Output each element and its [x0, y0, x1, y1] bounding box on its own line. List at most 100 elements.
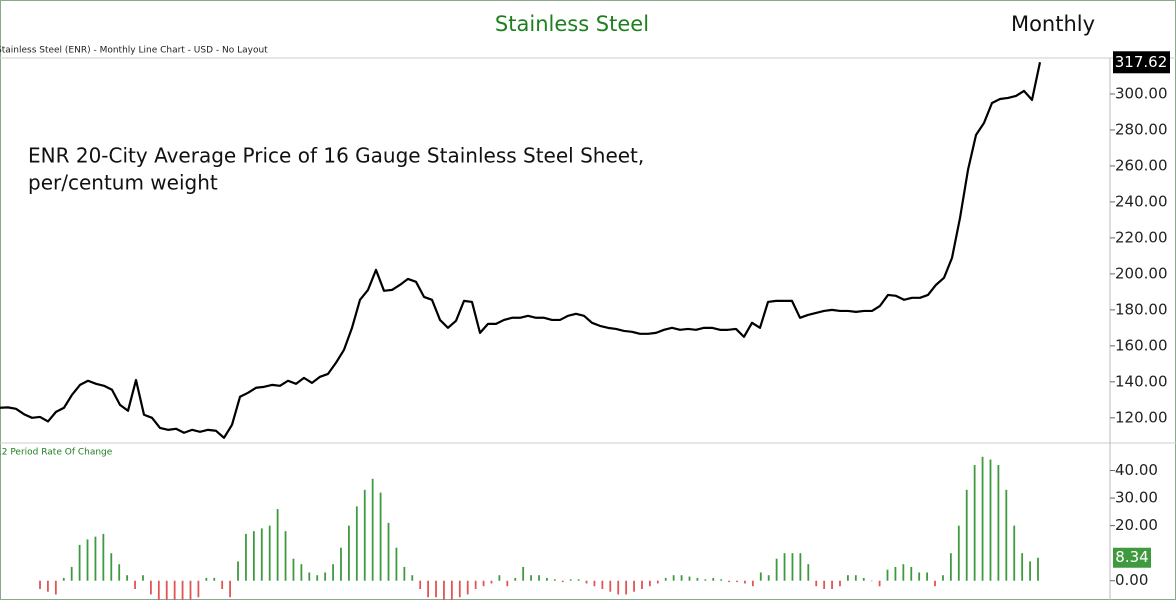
roc-bar: [340, 547, 342, 581]
roc-bar: [70, 566, 73, 581]
roc-bar: [1037, 557, 1039, 581]
roc-bar: [102, 533, 105, 581]
roc-bar: [949, 553, 952, 581]
roc-bar: [815, 580, 818, 587]
roc-bar: [221, 580, 224, 589]
roc-bar: [934, 580, 936, 587]
period-label: Monthly: [1011, 12, 1095, 36]
roc-bar: [94, 536, 97, 581]
last-value-label: 317.62: [1115, 53, 1168, 71]
roc-bar: [142, 575, 144, 581]
roc-bar: [62, 577, 65, 581]
roc-bar: [363, 489, 366, 581]
roc-bar: [981, 456, 984, 581]
roc-bar: [609, 580, 612, 592]
roc-bar: [474, 580, 477, 589]
roc-bar: [522, 566, 525, 581]
roc-bar: [997, 465, 1000, 581]
y-tick-label: 30.00: [1115, 489, 1158, 507]
roc-bar: [696, 577, 699, 581]
roc-bar: [617, 580, 620, 595]
roc-bar: [847, 575, 849, 581]
roc-bar: [1005, 489, 1008, 581]
roc-bar: [870, 580, 873, 582]
roc-bar: [466, 580, 469, 595]
roc-bar: [783, 553, 786, 581]
roc-bar: [902, 564, 905, 581]
roc-bar: [213, 577, 216, 581]
y-tick-label: 300.00: [1115, 84, 1168, 102]
roc-bar: [926, 572, 929, 581]
roc-bar: [720, 579, 723, 581]
y-tick-label: 140.00: [1115, 372, 1168, 390]
roc-bar: [292, 558, 295, 581]
roc-bar: [316, 575, 319, 581]
roc-bar: [593, 580, 596, 587]
chart-title: Stainless Steel: [495, 12, 649, 36]
roc-bar: [355, 506, 358, 581]
roc-bar: [411, 575, 414, 581]
y-tick-label: 120.00: [1115, 408, 1168, 426]
y-tick-label: 280.00: [1115, 120, 1168, 138]
roc-bar: [482, 580, 485, 587]
roc-bar: [427, 580, 430, 598]
roc-bar: [894, 566, 897, 581]
roc-bar: [1013, 525, 1016, 581]
y-tick-label: 0.00: [1115, 571, 1148, 589]
y-tick-label: 260.00: [1115, 156, 1168, 174]
roc-bar: [134, 580, 136, 589]
roc-bar: [205, 577, 208, 581]
roc-bar: [245, 533, 247, 581]
last-value-label: 8.34: [1115, 548, 1148, 566]
roc-bar: [918, 572, 921, 581]
roc-bar: [165, 580, 168, 600]
roc-bar: [751, 580, 754, 587]
roc-bar: [110, 553, 113, 581]
roc-bar: [767, 575, 770, 581]
roc-bar: [625, 580, 628, 595]
roc-bar: [633, 580, 635, 592]
y-tick-label: 220.00: [1115, 228, 1168, 246]
roc-bar: [197, 580, 200, 598]
roc-bar: [47, 580, 49, 592]
roc-bar: [435, 580, 437, 598]
indicator-title: 12 Period Rate Of Change: [0, 448, 113, 458]
roc-bar: [989, 459, 992, 581]
roc-bar: [1021, 553, 1024, 581]
roc-bar: [118, 564, 121, 581]
roc-bar: [886, 569, 889, 581]
roc-bar: [498, 575, 501, 581]
price-line: [0, 62, 1042, 439]
roc-bar: [284, 531, 287, 581]
roc-bar: [704, 579, 707, 581]
roc-bar: [506, 580, 509, 587]
roc-bar: [260, 528, 263, 581]
roc-bar: [791, 553, 794, 581]
roc-bar: [252, 531, 255, 581]
roc-bar: [546, 577, 548, 581]
roc-bar: [744, 580, 746, 584]
roc-bar: [387, 522, 390, 581]
roc-bar: [173, 580, 176, 600]
roc-bar: [371, 478, 374, 581]
roc-bar: [878, 580, 881, 587]
roc-bar: [332, 564, 334, 581]
roc-bar: [807, 564, 810, 581]
y-tick-label: 40.00: [1115, 461, 1158, 479]
roc-bar: [458, 580, 461, 598]
roc-bar: [276, 509, 279, 581]
roc-bar: [1029, 561, 1031, 581]
roc-bar: [530, 575, 532, 581]
roc-bar: [862, 577, 865, 581]
roc-bar: [553, 579, 556, 581]
y-tick-label: 240.00: [1115, 192, 1168, 210]
roc-bar: [450, 580, 453, 600]
roc-bar: [831, 580, 833, 589]
roc-bar: [736, 580, 738, 583]
roc-bar: [823, 580, 826, 589]
roc-bar: [601, 580, 604, 589]
roc-bar: [157, 580, 160, 600]
y-tick-label: 20.00: [1115, 516, 1158, 534]
chart-caption: Stainless Steel (ENR) - Monthly Line Cha…: [0, 46, 268, 56]
